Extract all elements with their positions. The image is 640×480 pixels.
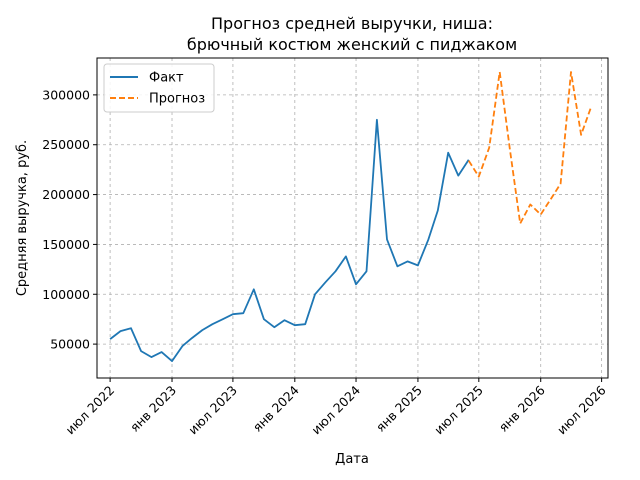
x-tick-label: июл 2024 bbox=[308, 382, 363, 437]
ticks: июл 2022 янв 2023 июл 2023 янв 2024 июл 2024… bbox=[42, 87, 608, 437]
series-line-forecast bbox=[467, 71, 593, 225]
y-tick-label: 100000 bbox=[42, 287, 90, 302]
legend: Факт Прогноз bbox=[103, 63, 215, 113]
x-tick-label: июл 2023 bbox=[185, 383, 240, 438]
x-tick-label: июл 2022 bbox=[62, 383, 117, 438]
chart-title-line2: брючный костюм женский с пиджаком bbox=[187, 35, 517, 54]
y-tick-label: 50000 bbox=[50, 337, 90, 352]
y-tick-label: 250000 bbox=[42, 137, 90, 152]
series-line-fact bbox=[109, 118, 470, 362]
x-tick-label: июл 2026 bbox=[554, 382, 609, 437]
axes-frame bbox=[96, 57, 609, 379]
x-tick-label: янв 2023 bbox=[127, 383, 179, 435]
y-tick-label: 200000 bbox=[42, 187, 90, 202]
y-axis-label: Средняя выручка, руб. bbox=[15, 140, 30, 296]
legend-label-forecast: Прогноз bbox=[149, 92, 205, 107]
chart-title-line1: Прогноз средней выручки, ниша: bbox=[211, 14, 493, 33]
y-tick-label: 150000 bbox=[42, 237, 90, 252]
x-axis-label: Дата bbox=[335, 452, 369, 467]
plot-area bbox=[109, 71, 593, 362]
x-tick-label: янв 2024 bbox=[250, 382, 302, 434]
y-tick-label: 300000 bbox=[42, 87, 90, 102]
x-tick-label: янв 2025 bbox=[373, 383, 425, 435]
x-tick-label: июл 2025 bbox=[431, 383, 486, 438]
x-tick-label: янв 2026 bbox=[496, 382, 548, 434]
legend-label-fact: Факт bbox=[149, 71, 184, 86]
